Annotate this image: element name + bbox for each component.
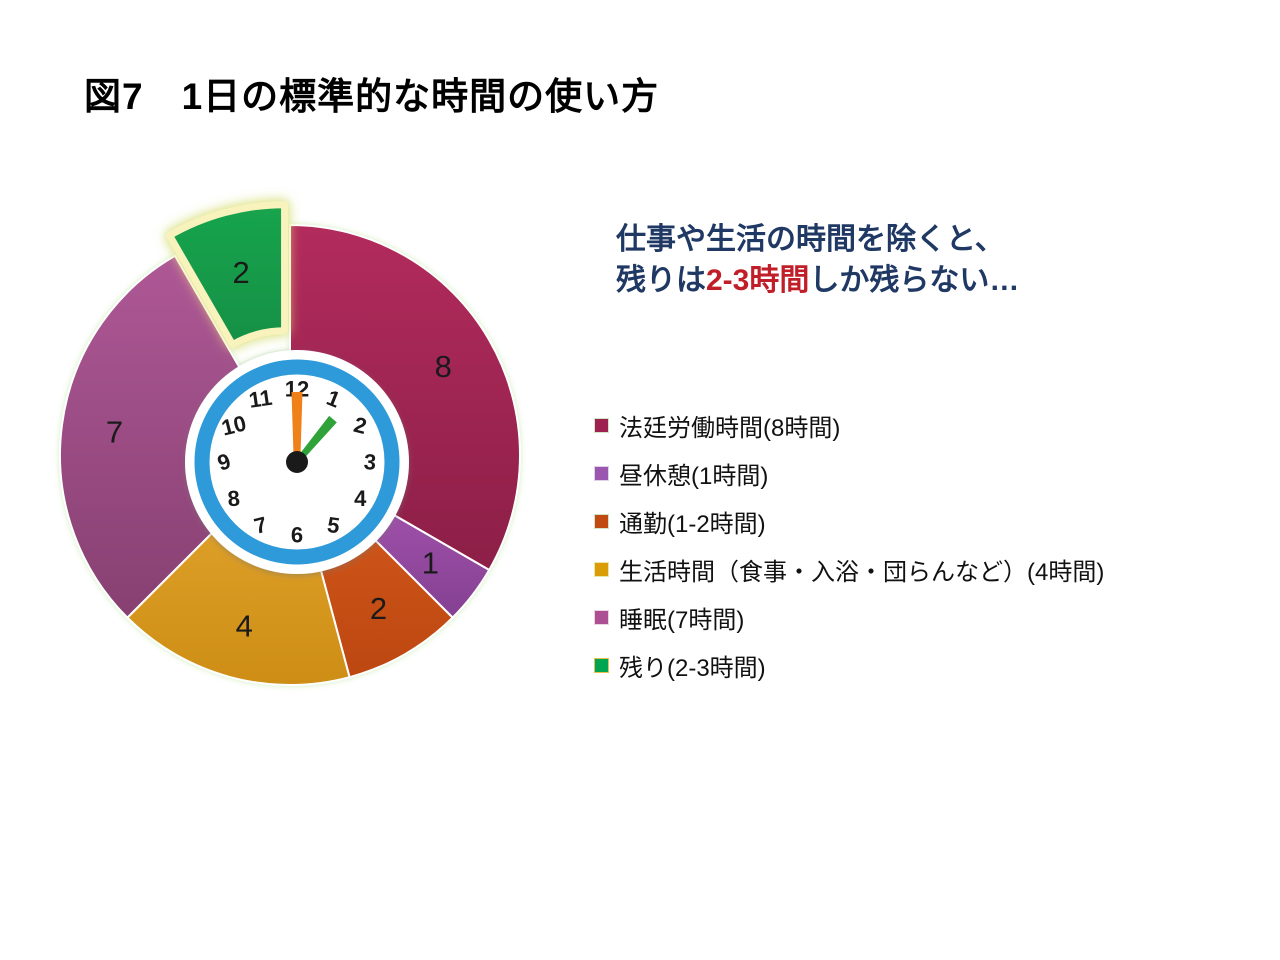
callout-line1: 仕事や生活の時間を除くと、 xyxy=(616,223,1005,256)
clock-number-6: 6 xyxy=(291,523,303,548)
legend-label-sleep: 睡眠(7時間) xyxy=(619,607,745,634)
legend-label-work: 法廷労働時間(8時間) xyxy=(619,415,841,442)
legend-item-lunch-break: 昼休憩(1時間) xyxy=(594,461,1104,490)
clock-number-4: 4 xyxy=(354,486,367,511)
clock-minute-hand xyxy=(291,392,303,470)
legend-label-lunch-break: 昼休憩(1時間) xyxy=(619,463,769,490)
callout-line2-pre: 残りは xyxy=(616,264,706,297)
legend-swatch-sleep xyxy=(594,610,609,625)
legend-swatch-daily-life xyxy=(594,562,609,577)
slice-value-label-commute: 2 xyxy=(370,591,387,626)
legend-swatch-commute xyxy=(594,514,609,529)
slice-value-label-remaining: 2 xyxy=(232,255,249,290)
legend-label-commute: 通勤(1-2時間) xyxy=(619,511,766,538)
page-title: 図7 1日の標準的な時間の使い方 xyxy=(84,76,660,117)
legend-item-commute: 通勤(1-2時間) xyxy=(594,509,1104,538)
legend-label-remaining: 残り(2-3時間) xyxy=(619,655,766,682)
slice-value-label-daily-life: 4 xyxy=(236,608,253,643)
clock-number-8: 8 xyxy=(227,486,241,512)
legend-label-daily-life: 生活時間（食事・入浴・団らんなど）(4時間) xyxy=(619,559,1105,586)
clock-number-2: 2 xyxy=(351,412,369,439)
slice-value-label-lunch-break: 1 xyxy=(422,545,439,580)
pie-slice-sleep xyxy=(59,254,291,619)
callout-line2-post: しか残らない… xyxy=(809,264,1020,297)
chart-legend: 法廷労働時間(8時間) 昼休憩(1時間) 通勤(1-2時間) 生活時間（食事・入浴・団… xyxy=(594,413,1104,701)
clock-number-5: 5 xyxy=(326,512,342,538)
slice-value-label-work: 8 xyxy=(435,349,452,384)
legend-swatch-lunch-break xyxy=(594,466,609,481)
legend-swatch-work xyxy=(594,418,609,433)
legend-item-remaining: 残り(2-3時間) xyxy=(594,653,1104,682)
legend-swatch-remaining xyxy=(594,658,609,673)
clock-number-3: 3 xyxy=(363,449,377,475)
clock-number-7: 7 xyxy=(252,512,270,539)
callout-highlight: 2-3時間 xyxy=(706,264,810,297)
legend-item-daily-life: 生活時間（食事・入浴・団らんなど）(4時間) xyxy=(594,557,1104,586)
clock-number-10: 10 xyxy=(219,410,249,440)
pie-slice-remaining-exploded xyxy=(166,201,289,349)
clock-center-dot xyxy=(286,451,308,473)
callout: 仕事や生活の時間を除くと、 残りは2-3時間しか残らない… xyxy=(616,219,1019,301)
clock-number-11: 11 xyxy=(247,385,274,413)
slice-value-label-sleep: 7 xyxy=(106,414,123,449)
legend-item-work: 法廷労働時間(8時間) xyxy=(594,413,1104,442)
legend-item-sleep: 睡眠(7時間) xyxy=(594,605,1104,634)
